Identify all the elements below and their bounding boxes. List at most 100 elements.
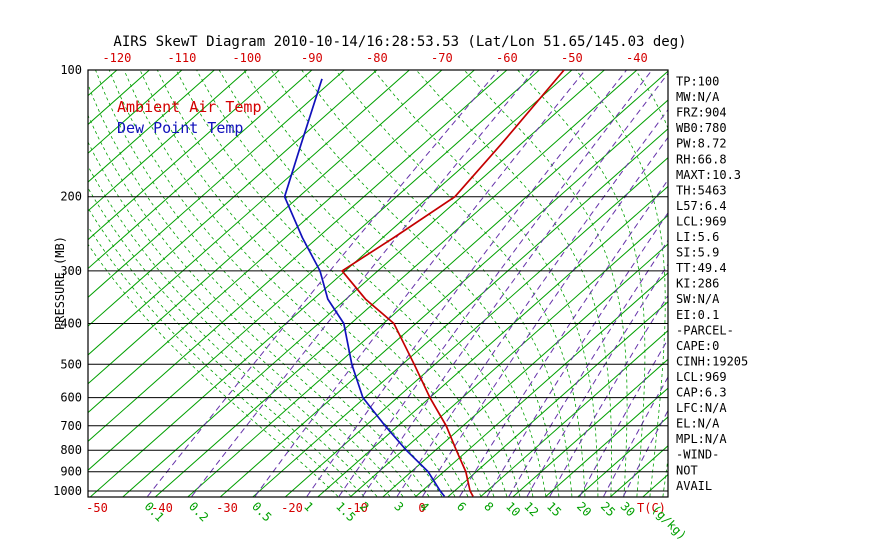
mixing-ratio-line <box>147 70 499 497</box>
isotherm-line <box>88 70 215 183</box>
pressure-tick-label: 500 <box>60 357 82 371</box>
isotherm-line <box>0 70 84 497</box>
pressure-axis-label: PRESSURE (MB) <box>53 236 67 330</box>
reading-line: L57:6.4 <box>676 199 727 213</box>
reading-line: SW:N/A <box>676 292 720 306</box>
pressure-tick-label: 700 <box>60 419 82 433</box>
pressure-tick-label: 100 <box>60 63 82 77</box>
mixing-ratio-line <box>422 136 668 497</box>
reading-line: TP:100 <box>676 75 719 89</box>
moist-adiabat-line <box>243 70 547 497</box>
pressure-tick-label: 200 <box>60 190 82 204</box>
mixing-ratio-line <box>508 239 668 497</box>
moist-adiabat-line <box>88 187 378 497</box>
mixing-ratio-tick-label: 30 <box>618 499 638 519</box>
plot-border <box>87 69 669 498</box>
reading-line: MAXT:10.3 <box>676 168 741 182</box>
moist-adiabat-line <box>415 70 612 497</box>
dewpoint-curve <box>283 78 446 497</box>
top-temp-tick-label: -50 <box>561 51 583 65</box>
sounding-curves <box>283 70 565 497</box>
isotherm-line <box>609 445 668 497</box>
moist-adiabat-line <box>575 70 666 497</box>
mixing-ratio-tick-label: 6 <box>454 499 469 514</box>
mixing-ratio-line <box>622 409 668 497</box>
ambient-temp-curve <box>340 70 565 497</box>
mixing-ratio-line <box>362 72 668 497</box>
mixing-ratio-line <box>549 294 668 497</box>
moist-adiabat-line <box>95 70 443 497</box>
isotherm-line <box>219 99 668 497</box>
temperature-unit-label: T(C) <box>637 501 666 515</box>
bottom-temp-tick-label: 0 <box>418 501 425 515</box>
isotherm-line <box>88 70 248 212</box>
moist-adiabat-line <box>156 70 495 497</box>
reading-line: EI:0.1 <box>676 308 719 322</box>
isotherm-line <box>88 70 183 154</box>
isotherm-line <box>88 70 280 241</box>
bottom-temp-tick-label: -50 <box>86 501 108 515</box>
moist-adiabat-line <box>635 70 668 497</box>
isotherm-line <box>88 70 410 356</box>
moist-adiabat-line <box>139 70 482 497</box>
top-temp-tick-label: -60 <box>496 51 518 65</box>
mixing-ratio-tick-label: 1 <box>301 499 316 514</box>
moist-adiabat-line <box>88 226 352 497</box>
mixing-ratio-tick-label: 0.2 <box>186 499 211 524</box>
reading-line: CAP:6.3 <box>676 386 727 400</box>
reading-line: RH:66.8 <box>676 152 727 166</box>
isotherm-line <box>88 70 475 414</box>
isotherm-line <box>447 301 668 497</box>
reading-line: LFC:N/A <box>676 401 727 415</box>
mixing-ratio-tick-label: 3 <box>391 499 406 514</box>
mixing-ratio-line <box>579 338 668 497</box>
reading-line: LI:5.6 <box>676 230 719 244</box>
reading-line: -PARCEL- <box>676 323 734 337</box>
reading-line: TT:49.4 <box>676 261 727 275</box>
top-temp-tick-label: -40 <box>626 51 648 65</box>
moist-adiabat-line <box>270 70 560 497</box>
moist-adiabat-line <box>88 114 417 497</box>
top-temp-tick-label: -120 <box>102 51 131 65</box>
mixing-ratio-line <box>486 211 668 497</box>
pressure-tick-label: 900 <box>60 465 82 479</box>
moist-adiabat-line <box>728 70 843 496</box>
moist-adiabat-line <box>88 83 430 497</box>
mixing-ratio-tick-label: 15 <box>544 499 564 519</box>
bottom-temp-tick-label: -10 <box>346 501 368 515</box>
mixing-ratio-line <box>338 70 653 497</box>
moist-adiabat-line <box>301 70 573 497</box>
reading-line: MW:N/A <box>676 90 720 104</box>
mixing-ratio-unit-label: (g/kg) <box>649 502 690 543</box>
moist-adiabat-line <box>780 70 870 496</box>
bottom-temp-tick-label: -40 <box>151 501 173 515</box>
moist-adiabat-line <box>218 70 534 497</box>
isotherm-line <box>88 70 378 327</box>
isotherm-line <box>88 70 508 443</box>
chart-title: AIRS SkewT Diagram 2010-10-14/16:28:53.5… <box>113 34 686 50</box>
mixing-ratio-line <box>191 70 535 497</box>
mixing-ratio-lines <box>147 70 668 497</box>
reading-line: TH:5463 <box>676 183 727 197</box>
reading-line: LCL:969 <box>676 215 727 229</box>
mixing-ratio-tick-label: 10 <box>503 499 523 519</box>
pressure-tick-label: 300 <box>60 264 82 278</box>
pressure-tick-label: 1000 <box>53 484 82 498</box>
isotherm-line <box>317 185 668 497</box>
moist-adiabat-line <box>175 70 508 497</box>
reading-line: MPL:N/A <box>676 432 727 446</box>
moist-adiabat-line <box>715 70 814 496</box>
reading-line: CINH:19205 <box>676 354 748 368</box>
mixing-ratio-tick-label: 20 <box>574 499 594 519</box>
top-temp-tick-label: -100 <box>232 51 261 65</box>
reading-line: CAPE:0 <box>676 339 719 353</box>
reading-line: SI:5.9 <box>676 246 719 260</box>
isotherm-line <box>88 70 345 298</box>
mixing-ratio-tick-label: 8 <box>481 499 496 514</box>
isotherm-line <box>382 243 668 497</box>
reading-line: NOT <box>676 463 698 477</box>
mixing-ratio-tick-label: 25 <box>598 499 618 519</box>
isotherm-line <box>88 70 313 270</box>
